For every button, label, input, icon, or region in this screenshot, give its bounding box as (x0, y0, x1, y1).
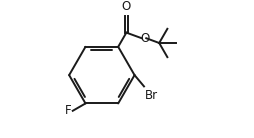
Text: F: F (65, 104, 72, 117)
Text: Br: Br (145, 89, 158, 102)
Text: O: O (122, 0, 131, 13)
Text: O: O (140, 32, 149, 45)
